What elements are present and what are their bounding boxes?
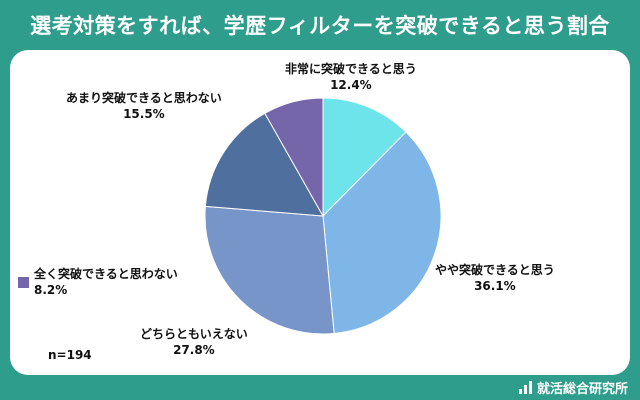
slice-label-not-at-all: 全く突破できると思わない 8.2% xyxy=(34,267,178,297)
pie-slice-somewhat-likely xyxy=(322,131,442,335)
slice-label-very-likely: 非常に突破できると思う 12.4% xyxy=(285,62,417,92)
pie-slice-very-likely xyxy=(322,97,407,218)
brand-name: 就活総合研究所 xyxy=(536,381,628,397)
chart-title: 選考対策をすれば、学歴フィルターを突破できると思う割合 xyxy=(30,14,610,38)
footer-brand: 就活総合研究所 xyxy=(518,376,628,398)
pie-slice-neutral xyxy=(204,205,335,335)
sample-size: n=194 xyxy=(48,348,92,362)
slice-label-not-very-likely: あまり突破できると思わない 15.5% xyxy=(66,91,222,121)
slice-label-somewhat-likely: やや突破できると思う 36.1% xyxy=(435,263,555,293)
legend-swatch-not-at-all xyxy=(18,277,29,288)
pie-slice-not-at-all xyxy=(264,97,324,218)
pie-chart xyxy=(204,97,442,335)
pie-slice-not-very-likely xyxy=(204,112,324,217)
bar-chart-icon xyxy=(518,380,532,394)
slice-label-neutral: どちらともいえない 27.8% xyxy=(140,327,248,357)
chart-panel: 非常に突破できると思う 12.4% やや突破できると思う 36.1% どちらとも… xyxy=(10,50,630,375)
